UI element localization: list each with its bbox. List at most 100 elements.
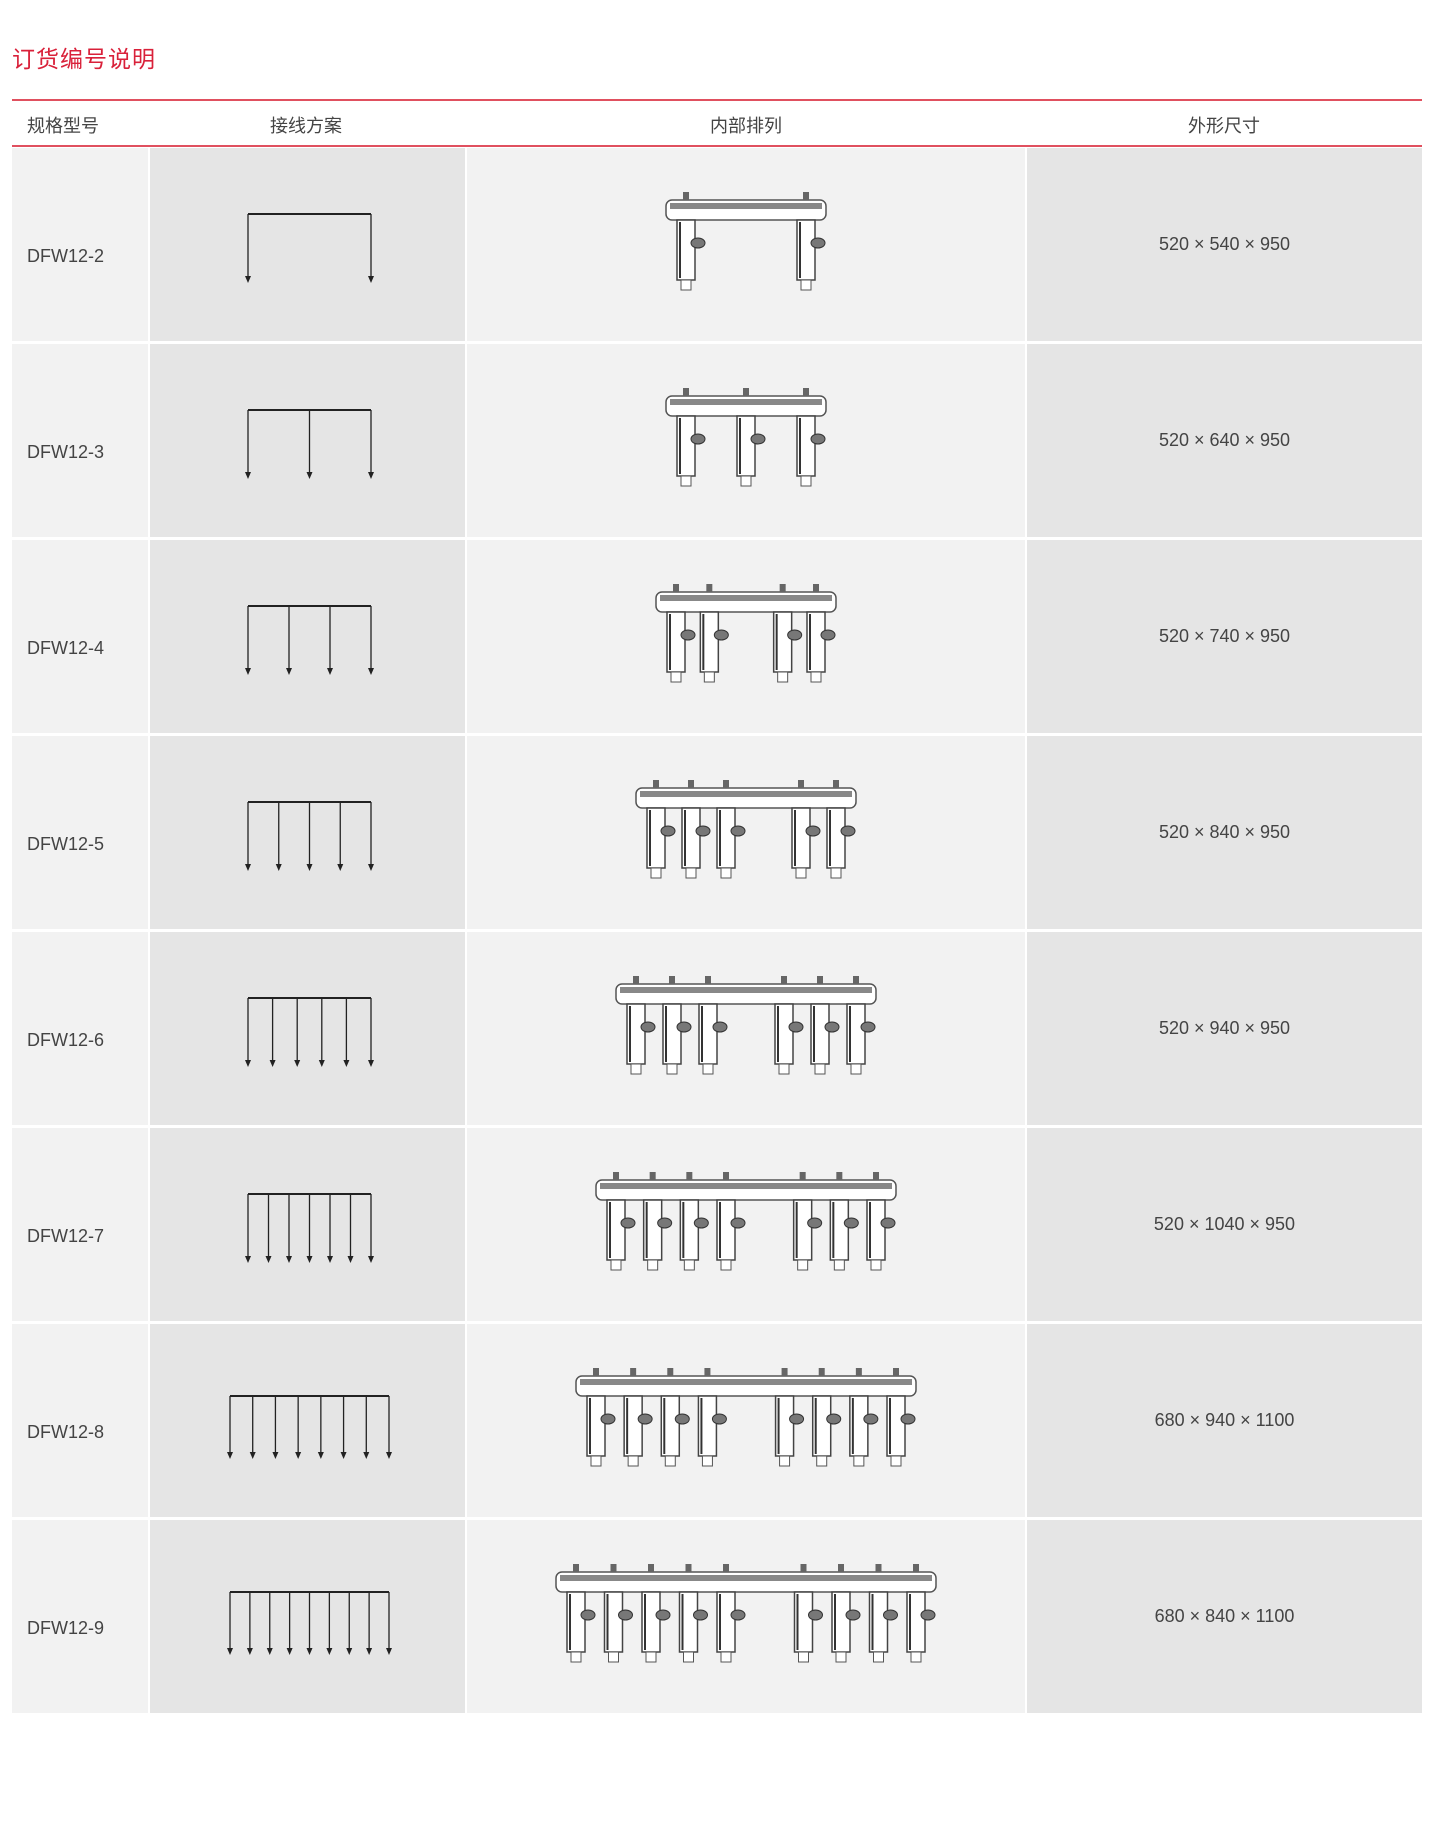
internal-layout-drawing xyxy=(575,1368,917,1467)
outlet-arrow xyxy=(245,410,251,479)
header-wiring: 接线方案 xyxy=(270,116,342,136)
outlet-arrow xyxy=(318,998,325,1067)
layout-cell xyxy=(467,1520,1025,1713)
dimensions-cell: 520 × 840 × 950 xyxy=(1027,736,1422,929)
model-cell: DFW12-3 xyxy=(12,344,148,537)
wiring-diagram xyxy=(245,409,374,479)
layout-cell xyxy=(467,932,1025,1125)
internal-layout-drawing xyxy=(665,192,827,291)
switchgear-drawing xyxy=(575,1368,917,1467)
dimensions: 680 × 940 × 1100 xyxy=(1154,1410,1295,1430)
outlet-arrow xyxy=(386,1592,392,1655)
wiring-diagram xyxy=(245,213,374,283)
outlet-arrow xyxy=(266,1592,273,1655)
outlet-arrow xyxy=(346,1592,353,1655)
internal-layout-drawing xyxy=(615,976,877,1075)
outlet-arrow xyxy=(317,1396,324,1459)
wiring-diagram xyxy=(245,801,374,871)
wiring-diagram xyxy=(245,1193,374,1263)
dimensions-cell: 520 × 1040 × 950 xyxy=(1027,1128,1422,1321)
outlet-arrow xyxy=(368,998,374,1067)
outlet-arrow xyxy=(245,802,251,871)
wiring-cell xyxy=(150,344,465,537)
outlet-arrow xyxy=(265,1194,272,1263)
wiring-cell xyxy=(150,932,465,1125)
table-row: DFW12-2 520 × 540 × 950 xyxy=(12,148,1422,341)
dimensions: 520 × 540 × 950 xyxy=(1158,234,1291,254)
model-cell: DFW12-7 xyxy=(12,1128,148,1321)
layout-cell xyxy=(467,540,1025,733)
outlet-arrow xyxy=(269,998,276,1067)
table-row: DFW12-9 680 × 840 × 1100 xyxy=(12,1520,1422,1713)
dimensions: 520 × 740 × 950 xyxy=(1158,626,1291,646)
dimensions-cell: 520 × 640 × 950 xyxy=(1027,344,1422,537)
outlet-arrow xyxy=(368,606,374,675)
switchgear-drawing xyxy=(665,192,827,291)
outlet-arrow xyxy=(368,410,374,479)
outlet-arrow xyxy=(363,1396,370,1459)
outlet-arrow xyxy=(337,802,344,871)
header-dimensions: 外形尺寸 xyxy=(1188,116,1260,136)
switchgear-drawing xyxy=(555,1564,937,1663)
outlet-arrow xyxy=(343,998,350,1067)
outlet-arrow xyxy=(245,606,251,675)
header-model: 规格型号 xyxy=(27,116,99,136)
model-number: DFW12-2 xyxy=(27,246,105,266)
internal-layout-drawing xyxy=(555,1564,937,1663)
outlet-arrow xyxy=(245,1194,251,1263)
dimensions: 520 × 840 × 950 xyxy=(1158,822,1291,842)
wiring-diagram xyxy=(227,1395,392,1459)
layout-cell xyxy=(467,736,1025,929)
outlet-arrow xyxy=(227,1396,233,1459)
outlet-arrow xyxy=(340,1396,347,1459)
dimensions-cell: 520 × 940 × 950 xyxy=(1027,932,1422,1125)
table-row: DFW12-4 520 × 740 × 950 xyxy=(12,540,1422,733)
layout-cell xyxy=(467,344,1025,537)
dimensions-cell: 520 × 540 × 950 xyxy=(1027,148,1422,341)
wiring-cell xyxy=(150,1128,465,1321)
outlet-arrow xyxy=(306,410,313,479)
outlet-arrow xyxy=(368,214,374,283)
wiring-cell xyxy=(150,1520,465,1713)
dimensions-cell: 520 × 740 × 950 xyxy=(1027,540,1422,733)
internal-layout-drawing xyxy=(665,388,827,487)
wiring-cell xyxy=(150,540,465,733)
dimensions: 520 × 1040 × 950 xyxy=(1153,1214,1296,1234)
model-number: DFW12-8 xyxy=(27,1422,105,1442)
wiring-diagram xyxy=(245,605,374,675)
internal-layout-drawing xyxy=(635,780,857,879)
table-row: DFW12-8 680 × 940 × 1100 xyxy=(12,1324,1422,1517)
model-cell: DFW12-2 xyxy=(12,148,148,341)
outlet-arrow xyxy=(306,1194,313,1263)
outlet-arrow xyxy=(286,606,292,675)
dimensions: 680 × 840 × 1100 xyxy=(1154,1606,1295,1626)
switchgear-drawing xyxy=(615,976,877,1075)
layout-cell xyxy=(467,1128,1025,1321)
page-title: 订货编号说明 xyxy=(12,46,156,72)
outlet-arrow xyxy=(366,1592,373,1655)
outlet-arrow xyxy=(286,1592,293,1655)
outlet-arrow xyxy=(306,1592,313,1655)
outlet-arrow xyxy=(294,998,301,1067)
outlet-arrow xyxy=(306,802,313,871)
internal-layout-drawing xyxy=(655,584,837,683)
outlet-arrow xyxy=(249,1396,256,1459)
outlet-arrow xyxy=(272,1396,279,1459)
header-layout: 内部排列 xyxy=(710,116,782,136)
outlet-arrow xyxy=(286,1194,292,1263)
switchgear-drawing xyxy=(595,1172,897,1271)
outlet-arrow xyxy=(295,1396,302,1459)
wiring-cell xyxy=(150,1324,465,1517)
table-row: DFW12-6 520 × 940 × 950 xyxy=(12,932,1422,1125)
table-row: DFW12-3 520 × 640 × 950 xyxy=(12,344,1422,537)
outlet-arrow xyxy=(227,1592,233,1655)
table-row: DFW12-5 520 × 840 × 950 xyxy=(12,736,1422,929)
outlet-arrow xyxy=(275,802,282,871)
outlet-arrow xyxy=(386,1396,392,1459)
outlet-arrow xyxy=(327,1194,333,1263)
layout-cell xyxy=(467,148,1025,341)
wiring-diagram xyxy=(245,997,374,1067)
switchgear-drawing xyxy=(665,388,827,487)
model-cell: DFW12-5 xyxy=(12,736,148,929)
wiring-cell xyxy=(150,148,465,341)
